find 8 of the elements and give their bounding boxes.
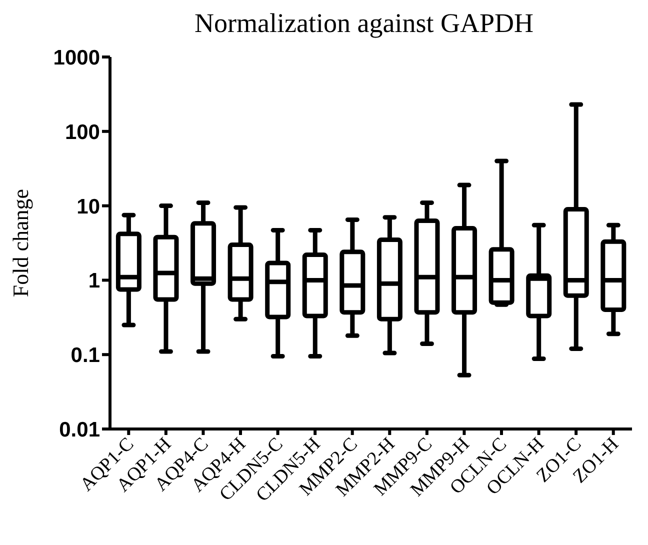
- y-axis-title: Fold change: [8, 188, 33, 298]
- y-tick-label: 10: [76, 195, 100, 218]
- y-tick-label: 1: [88, 270, 100, 293]
- y-tick-label: 100: [64, 120, 100, 144]
- chart-title: Normalization against GAPDH: [194, 8, 534, 39]
- y-tick-label: 0.1: [70, 344, 100, 368]
- y-tick-label: 0.01: [59, 418, 100, 442]
- y-tick-label: 1000: [53, 46, 100, 70]
